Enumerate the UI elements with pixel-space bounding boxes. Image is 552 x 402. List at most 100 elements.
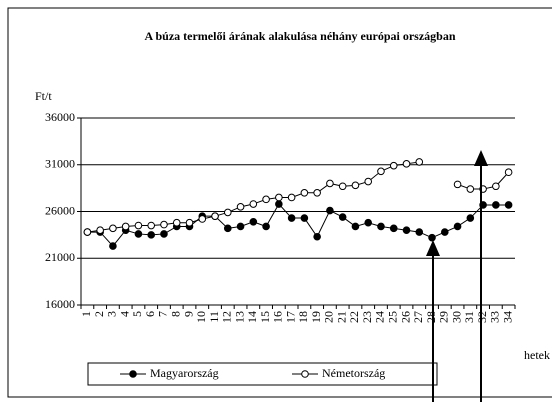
data-point bbox=[313, 189, 321, 197]
y-tick-label: 16000 bbox=[45, 297, 75, 311]
y-tick-label: 36000 bbox=[45, 110, 75, 124]
x-tick-label: 27 bbox=[411, 311, 425, 323]
x-tick-label: 16 bbox=[271, 311, 285, 323]
x-tick-label: 14 bbox=[245, 311, 259, 323]
data-point bbox=[236, 203, 245, 211]
series-line bbox=[87, 203, 509, 247]
data-point bbox=[96, 226, 104, 234]
data-point bbox=[492, 201, 500, 209]
x-tick-label: 15 bbox=[258, 311, 272, 323]
data-point bbox=[504, 168, 513, 177]
data-point bbox=[364, 177, 373, 186]
legend-marker bbox=[301, 370, 309, 378]
data-point bbox=[504, 201, 513, 209]
data-point bbox=[262, 195, 270, 204]
y-tick-label: 31000 bbox=[45, 157, 75, 171]
data-point bbox=[326, 179, 334, 188]
data-point bbox=[172, 218, 181, 227]
data-point bbox=[338, 213, 347, 221]
data-point bbox=[287, 193, 296, 202]
chart-frame bbox=[7, 7, 552, 398]
x-tick-label: 30 bbox=[449, 311, 463, 323]
x-tick-label: 2 bbox=[92, 311, 106, 317]
data-point bbox=[389, 224, 398, 233]
x-tick-label: 11 bbox=[207, 311, 221, 323]
x-tick-label: 29 bbox=[437, 311, 451, 323]
data-point bbox=[160, 230, 168, 238]
x-tick-label: 28 bbox=[424, 311, 438, 323]
x-tick-label: 23 bbox=[360, 311, 374, 323]
data-point bbox=[109, 224, 117, 233]
y-tick-label: 26000 bbox=[45, 203, 75, 217]
data-point bbox=[466, 185, 475, 193]
arrow-head bbox=[426, 240, 440, 256]
data-point bbox=[453, 180, 462, 189]
data-point bbox=[211, 212, 219, 220]
arrow-head bbox=[474, 150, 488, 166]
x-tick-label: 8 bbox=[168, 311, 182, 317]
x-tick-label: 20 bbox=[322, 311, 336, 323]
data-point bbox=[198, 215, 207, 223]
data-point bbox=[147, 221, 156, 230]
x-tick-label: 9 bbox=[181, 311, 195, 317]
data-point bbox=[402, 226, 411, 234]
data-point bbox=[249, 217, 258, 226]
data-point bbox=[134, 230, 143, 238]
x-tick-label: 4 bbox=[117, 311, 131, 317]
x-tick-label: 25 bbox=[385, 311, 399, 323]
x-tick-label: 1 bbox=[79, 311, 93, 317]
data-point bbox=[492, 182, 500, 191]
data-point bbox=[313, 232, 321, 241]
x-tick-label: 17 bbox=[283, 311, 297, 323]
data-point bbox=[275, 200, 283, 208]
x-tick-label: 7 bbox=[156, 311, 170, 317]
legend-label: Németország bbox=[322, 366, 385, 380]
x-tick-label: 5 bbox=[130, 311, 144, 317]
chart-title: A búza termelői árának alakulása néhány … bbox=[144, 29, 455, 43]
legend-marker bbox=[129, 370, 137, 378]
x-tick-label: 19 bbox=[309, 311, 323, 323]
data-point bbox=[249, 200, 258, 208]
data-point bbox=[415, 228, 424, 236]
data-point bbox=[326, 206, 334, 215]
data-point bbox=[428, 233, 436, 242]
data-point bbox=[466, 214, 475, 222]
data-point bbox=[377, 167, 385, 176]
x-tick-label: 31 bbox=[462, 311, 476, 323]
data-point bbox=[453, 222, 462, 231]
data-point bbox=[121, 222, 130, 231]
arrows bbox=[426, 150, 488, 402]
data-point bbox=[389, 161, 398, 170]
x-tick-label: 21 bbox=[334, 311, 348, 323]
data-point bbox=[300, 189, 309, 197]
x-tick-label: 24 bbox=[373, 311, 387, 323]
data-point bbox=[83, 228, 92, 236]
x-tick-label: 33 bbox=[488, 311, 502, 323]
data-point bbox=[223, 208, 232, 217]
data-point bbox=[275, 193, 283, 202]
x-tick-label: 6 bbox=[143, 311, 157, 317]
series-line bbox=[87, 161, 509, 233]
legend-box bbox=[87, 362, 438, 386]
data-point bbox=[287, 214, 296, 222]
data-point bbox=[377, 222, 385, 231]
x-tick-label: 22 bbox=[347, 311, 361, 323]
x-axis-label: hetek bbox=[524, 348, 550, 362]
legend-label: Magyarország bbox=[150, 366, 219, 380]
x-tick-label: 3 bbox=[105, 311, 119, 317]
x-tick-label: 26 bbox=[398, 311, 412, 323]
x-tick-label: 12 bbox=[220, 311, 234, 323]
data-point bbox=[109, 242, 117, 250]
data-point bbox=[236, 222, 245, 231]
data-point bbox=[402, 160, 411, 168]
y-tick-label: 21000 bbox=[45, 250, 75, 264]
data-point bbox=[185, 218, 194, 227]
data-point bbox=[415, 158, 424, 166]
data-point bbox=[134, 221, 143, 230]
data-point bbox=[160, 220, 168, 229]
y-axis-label: Ft/t bbox=[35, 89, 52, 103]
data-point bbox=[147, 231, 156, 239]
data-point bbox=[351, 181, 360, 190]
data-point bbox=[338, 182, 347, 191]
